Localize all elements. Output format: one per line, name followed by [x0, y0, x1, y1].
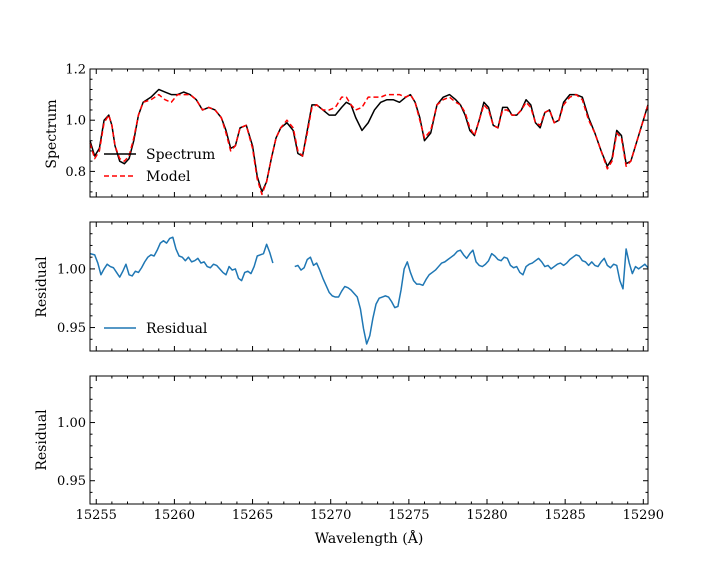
residual-panel: 0.95 1.00 Residual Residual: [34, 221, 649, 352]
residual-axes-frame: [89, 221, 649, 352]
residual-empty-ylabel: Residual: [34, 409, 50, 471]
residual-legend: Residual: [104, 321, 208, 337]
x-tick-label: 15280: [466, 508, 507, 523]
residual-empty-axes-frame: [89, 375, 649, 505]
y-tick-label: 0.95: [57, 474, 86, 489]
y-tick-label: 1.00: [57, 262, 86, 277]
spectrum-axes-frame: [89, 68, 649, 198]
legend-label-spectrum: Spectrum: [146, 147, 215, 163]
y-tick-label: 1.0: [65, 114, 86, 129]
y-tick-label: 1.2: [65, 63, 86, 78]
x-tick-label: 15285: [544, 508, 585, 523]
series-line-model: [89, 93, 649, 196]
x-tick-label: 15275: [388, 508, 429, 523]
x-tick-label: 15255: [76, 508, 117, 523]
series-line-spectrum: [89, 88, 649, 193]
y-tick-label: 1.00: [57, 416, 86, 431]
y-tick-label: 0.8: [65, 165, 86, 180]
spectrum-series-lines: [89, 88, 649, 196]
series-line-residual: [294, 248, 649, 345]
residual-empty-panel: 15255 15260 15265 15270 15275 15280 15285 15290…: [34, 375, 664, 547]
x-axis-label: Wavelength (Å): [315, 529, 424, 547]
x-tick-label: 15290: [623, 508, 664, 523]
spectrum-ylabel: Spectrum: [44, 99, 60, 168]
series-line-residual: [89, 236, 274, 282]
x-tick-label: 15270: [310, 508, 351, 523]
x-tick-label: 15260: [154, 508, 195, 523]
spectrum-legend: Spectrum Model: [104, 147, 215, 185]
legend-label-model: Model: [146, 169, 191, 185]
residual-series-lines: [89, 236, 649, 345]
x-tick-label: 15265: [232, 508, 273, 523]
spectrum-ticks: 0.8 1.0 1.2: [65, 63, 648, 197]
y-tick-label: 0.95: [57, 321, 86, 336]
spectrum-panel: 0.8 1.0 1.2 Spectrum Spectrum Model: [44, 63, 649, 198]
residual-ylabel: Residual: [34, 256, 50, 318]
legend-label-residual: Residual: [146, 321, 208, 337]
